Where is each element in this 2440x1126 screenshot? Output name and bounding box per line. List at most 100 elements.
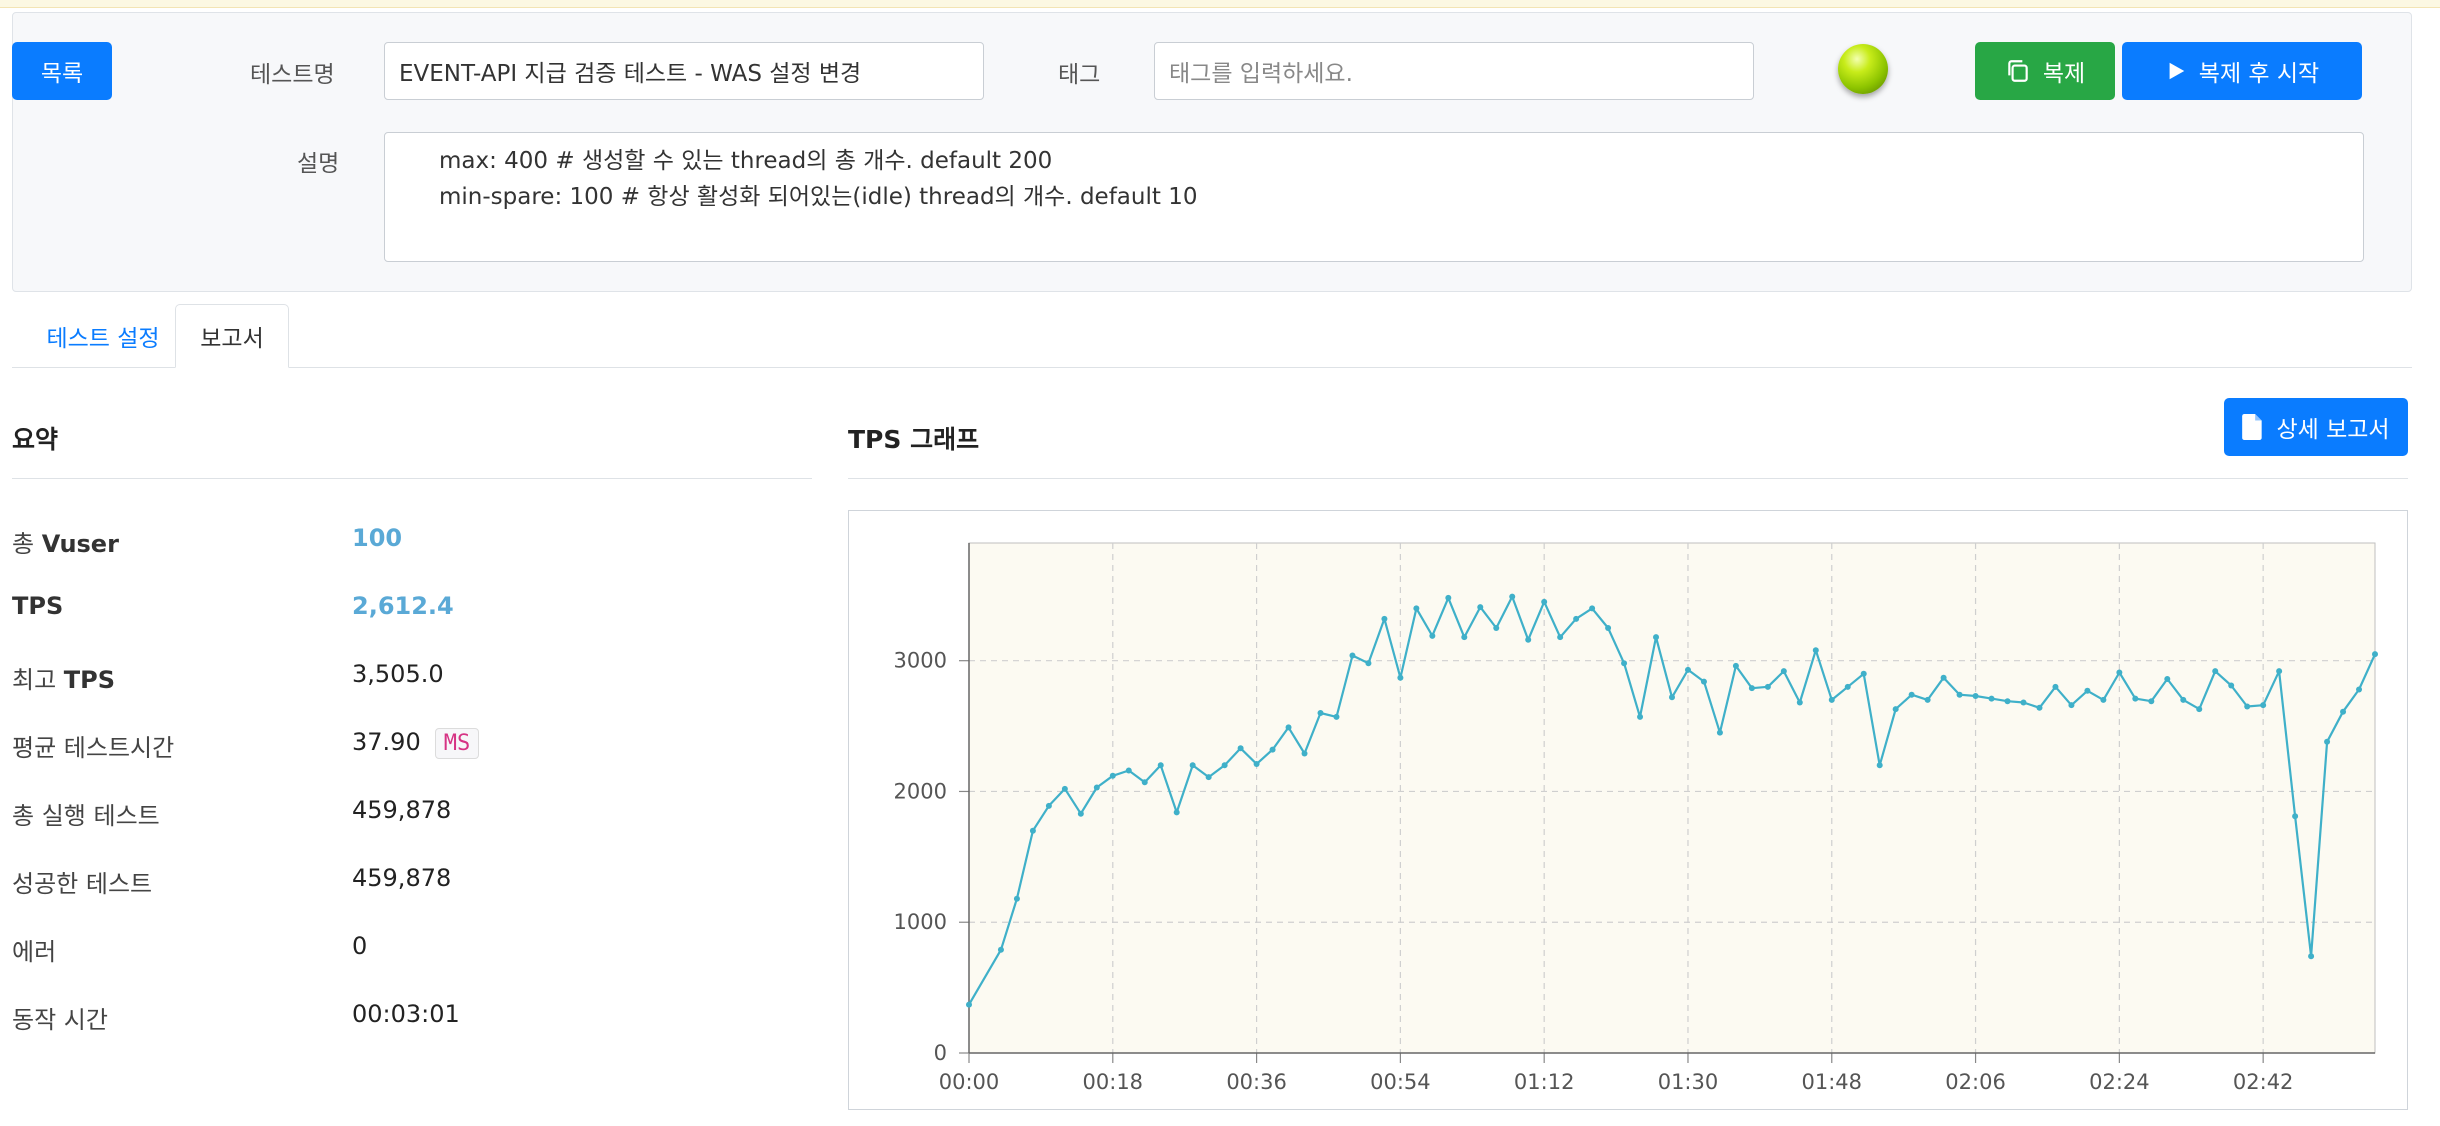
tps-data-point — [2052, 683, 2059, 690]
summary-row-value: 37.90 MS — [352, 728, 480, 759]
copy-button[interactable]: 복제 — [1975, 42, 2115, 100]
tps-data-point — [2292, 813, 2299, 820]
tps-data-point — [1205, 774, 1212, 781]
tps-data-point — [1988, 695, 1995, 702]
y-tick-label: 3000 — [894, 649, 947, 673]
tps-data-point — [1301, 750, 1308, 757]
tps-data-point — [2036, 704, 2043, 711]
tps-data-point — [1125, 767, 1132, 774]
copy-and-start-button[interactable]: 복제 후 시작 — [2122, 42, 2362, 100]
tab-report[interactable]: 보고서 — [175, 304, 289, 368]
summary-row-value: 3,505.0 — [352, 660, 444, 688]
tps-data-point — [1732, 662, 1739, 669]
tps-data-point — [1317, 710, 1324, 716]
tps-data-point — [1429, 632, 1436, 639]
tps-data-point — [1892, 706, 1899, 713]
summary-row-label: 총 실행 테스트 — [12, 802, 160, 830]
x-tick-label: 02:06 — [1945, 1070, 2006, 1094]
summary-row: 최고 TPS 3,505.0 — [12, 660, 812, 700]
x-tick-label: 00:18 — [1083, 1070, 1144, 1094]
tps-data-point — [2196, 706, 2203, 713]
tps-data-point — [1924, 696, 1931, 703]
tps-data-point — [1061, 785, 1068, 792]
tps-data-point — [1077, 810, 1084, 817]
tag-input[interactable]: 태그를 입력하세요. — [1154, 42, 1754, 100]
tps-data-point — [1525, 636, 1532, 643]
summary-row-label: 성공한 테스트 — [12, 870, 153, 898]
tps-data-point — [1381, 615, 1388, 622]
tps-data-point — [2084, 687, 2091, 694]
tabs-divider — [12, 367, 2412, 368]
x-tick-label: 01:30 — [1658, 1070, 1719, 1094]
tps-data-point — [1557, 634, 1564, 641]
tps-data-point — [1828, 696, 1835, 703]
tps-data-point — [2004, 698, 2011, 705]
summary-row: TPS 2,612.4 — [12, 592, 812, 632]
tps-data-point — [1621, 660, 1628, 667]
summary-row: 성공한 테스트 459,878 — [12, 864, 812, 904]
play-icon — [2169, 62, 2185, 80]
tps-data-point — [1796, 699, 1803, 706]
graph-divider — [848, 478, 2408, 479]
tps-data-point — [1509, 593, 1516, 600]
tps-data-point — [2308, 953, 2315, 960]
summary-row-label: 총 Vuser — [12, 530, 119, 558]
tps-data-point — [1605, 625, 1612, 631]
tps-data-point — [1461, 634, 1468, 641]
tag-label: 태그 — [1058, 62, 1101, 88]
tps-data-point — [1589, 605, 1596, 612]
tps-data-point — [1173, 809, 1180, 816]
tps-data-point — [1844, 683, 1851, 690]
tps-data-point — [2180, 696, 2187, 703]
tps-data-point — [2212, 668, 2219, 675]
summary-row-value: 459,878 — [352, 864, 452, 892]
summary-row-value: 0 — [352, 932, 368, 960]
tps-data-point — [1157, 762, 1164, 769]
tps-data-point — [2324, 738, 2331, 745]
tab-test-settings[interactable]: 테스트 설정 — [46, 326, 160, 352]
description-textarea[interactable]: max: 400 # 생성할 수 있는 thread의 총 개수. defaul… — [384, 132, 2364, 262]
tps-data-point — [1860, 670, 1867, 677]
tps-data-point — [1285, 724, 1292, 731]
tps-data-point — [1445, 594, 1452, 601]
test-name-input[interactable]: EVENT-API 지급 검증 테스트 - WAS 설정 변경 — [384, 42, 984, 100]
list-button-label: 목록 — [40, 61, 84, 87]
tps-data-point — [1669, 694, 1675, 701]
tps-data-point — [1972, 693, 1979, 699]
copy-and-start-button-label: 복제 후 시작 — [2198, 61, 2320, 87]
summary-title: 요약 — [12, 425, 59, 454]
tps-data-point — [1013, 895, 1020, 902]
list-button[interactable]: 목록 — [12, 42, 112, 100]
y-tick-label: 0 — [934, 1041, 947, 1065]
summary-row: 동작 시간 00:03:01 — [12, 1000, 812, 1040]
tps-data-point — [1477, 604, 1484, 611]
tps-data-point — [1253, 761, 1260, 767]
x-tick-label: 01:48 — [1802, 1070, 1863, 1094]
tps-data-point — [2372, 651, 2378, 658]
y-tick-label: 2000 — [894, 779, 947, 803]
x-tick-label: 00:54 — [1370, 1070, 1431, 1094]
tps-series-line — [968, 595, 2377, 1006]
x-tick-label: 02:42 — [2233, 1070, 2294, 1094]
tps-data-point — [1764, 683, 1771, 690]
tps-data-point — [1221, 762, 1228, 769]
tps-data-point — [1269, 746, 1276, 753]
tps-data-point — [1045, 802, 1052, 809]
detail-report-button-label: 상세 보고서 — [2276, 417, 2390, 443]
tps-data-point — [2148, 698, 2155, 705]
tps-data-point — [1349, 652, 1356, 659]
detail-report-button[interactable]: 상세 보고서 — [2224, 398, 2408, 456]
description-label: 설명 — [297, 151, 340, 177]
unit-badge: MS — [434, 728, 480, 759]
status-indicator — [1838, 44, 1888, 94]
tps-data-point — [1093, 784, 1100, 791]
summary-row-value: 00:03:01 — [352, 1000, 460, 1028]
tps-data-point — [1637, 713, 1644, 720]
tps-data-point — [966, 1001, 972, 1008]
summary-row: 총 실행 테스트 459,878 — [12, 796, 812, 836]
tps-data-point — [2068, 702, 2075, 709]
summary-row-value: 2,612.4 — [352, 592, 454, 620]
tps-data-point — [2340, 708, 2347, 715]
summary-row: 에러 0 — [12, 932, 812, 972]
x-tick-label: 00:00 — [939, 1070, 1000, 1094]
